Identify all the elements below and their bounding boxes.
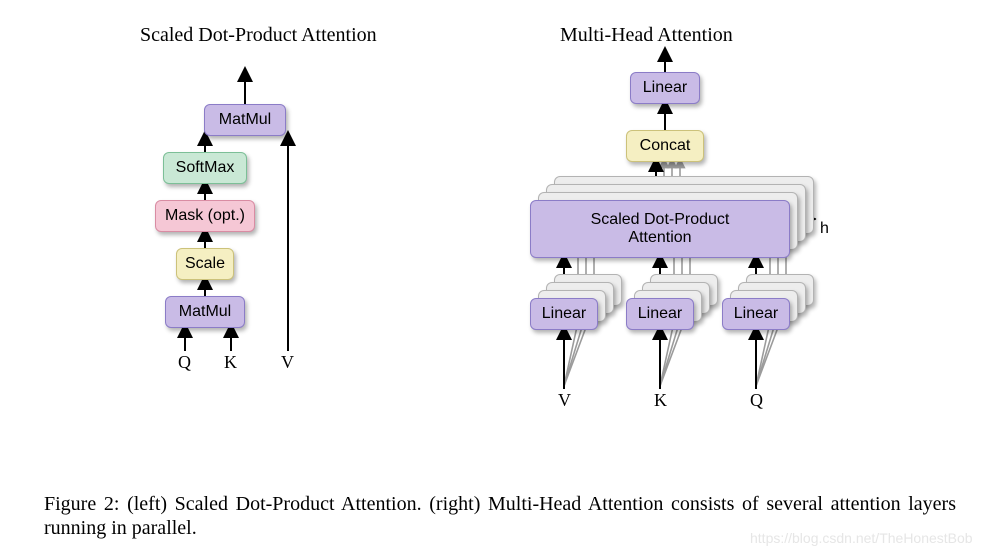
node-label: Linear (638, 305, 682, 323)
h-label: h (820, 220, 829, 238)
left-title: Scaled Dot-Product Attention (140, 24, 377, 47)
node-right-sdpa: Scaled Dot-Product Attention (530, 200, 790, 258)
node-label: Linear (542, 305, 586, 323)
node-left-matmul_bot: MatMul (165, 296, 245, 328)
node-right-linear_top: Linear (630, 72, 700, 104)
node-right-linear_q: Linear (722, 298, 790, 330)
watermark-text: https://blog.csdn.net/TheHonestBob (750, 530, 973, 546)
node-label: Mask (opt.) (165, 207, 245, 225)
node-label: MatMul (219, 111, 271, 129)
node-left-scale: Scale (176, 248, 234, 280)
node-left-matmul_top: MatMul (204, 104, 286, 136)
node-label: Linear (643, 79, 687, 97)
node-label: MatMul (179, 303, 231, 321)
node-label: Scaled Dot-Product Attention (591, 211, 730, 247)
node-label: Concat (640, 137, 691, 155)
io-left-Q: Q (178, 352, 191, 373)
node-right-concat: Concat (626, 130, 704, 162)
node-label: Linear (734, 305, 778, 323)
io-left-K: K (224, 352, 237, 373)
node-label: Scale (185, 255, 225, 273)
figure-container: Scaled Dot-Product Attention Multi-Head … (0, 0, 995, 560)
io-right-Q: Q (750, 390, 763, 411)
io-right-K: K (654, 390, 667, 411)
arrows-layer (0, 0, 995, 560)
node-right-linear_v: Linear (530, 298, 598, 330)
node-right-linear_k: Linear (626, 298, 694, 330)
node-left-softmax: SoftMax (163, 152, 247, 184)
io-right-V: V (558, 390, 571, 411)
io-left-V: V (281, 352, 294, 373)
node-label: SoftMax (176, 159, 235, 177)
node-left-mask: Mask (opt.) (155, 200, 255, 232)
right-title: Multi-Head Attention (560, 24, 733, 47)
